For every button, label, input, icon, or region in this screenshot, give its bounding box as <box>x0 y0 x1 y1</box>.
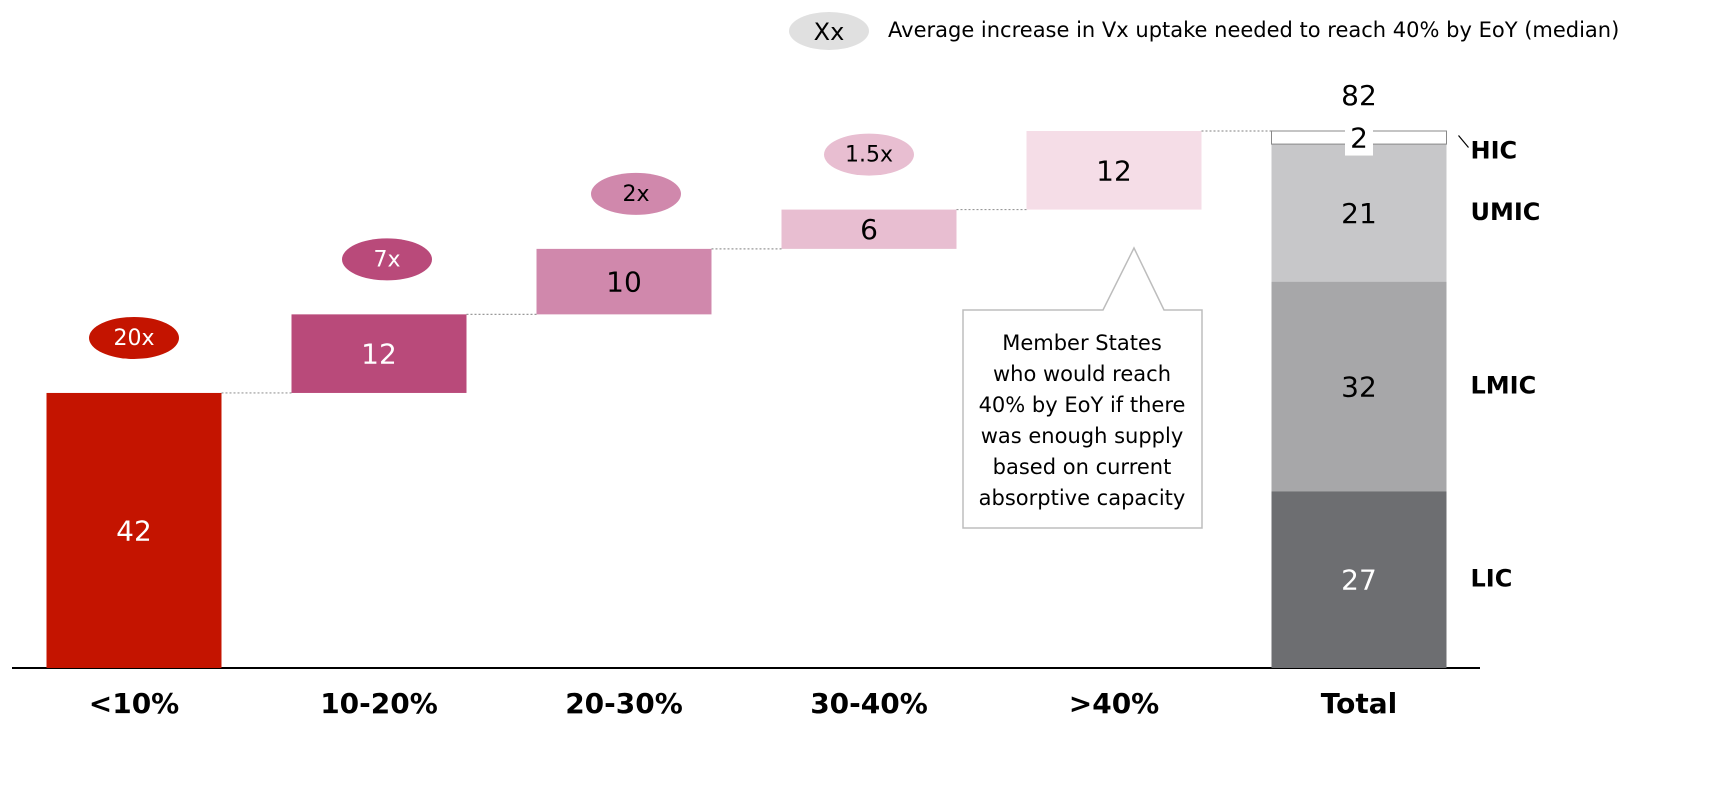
segment-name: UMIC <box>1471 198 1541 226</box>
segment-label: 27 <box>1341 564 1377 597</box>
total-segment <box>1271 281 1447 492</box>
legend-text: Average increase in Vx uptake needed to … <box>888 18 1619 42</box>
value-label: 12 <box>1096 154 1132 187</box>
multiplier-label: 2x <box>622 182 649 207</box>
value-label: 12 <box>361 338 397 371</box>
bar <box>291 314 467 393</box>
leader <box>1458 135 1469 148</box>
multiplier-bubble <box>342 238 432 281</box>
callout-line: 40% by EoY if there <box>979 393 1186 417</box>
x-tick-label: Total <box>1321 687 1398 720</box>
segment-name: LIC <box>1471 565 1513 593</box>
callout-line: was enough supply <box>981 424 1184 448</box>
value-label: 10 <box>606 266 642 299</box>
bar <box>536 248 712 315</box>
callout-line: Member States <box>1002 331 1162 355</box>
x-tick-label: >40% <box>1069 687 1159 720</box>
multiplier-label: 1.5x <box>845 143 893 168</box>
multiplier-label: 20x <box>113 326 154 351</box>
segment-label-box <box>1345 125 1373 156</box>
callout-box <box>962 246 1203 529</box>
legend-symbol-text: Xx <box>814 18 845 46</box>
x-tick-label: 30-40% <box>810 687 928 720</box>
segment-label: 21 <box>1341 197 1377 230</box>
multiplier-bubble <box>591 172 681 215</box>
callout-line: absorptive capacity <box>979 486 1186 510</box>
total-segment <box>1271 491 1447 668</box>
value-label: 42 <box>116 514 152 547</box>
bar <box>1026 131 1202 210</box>
segment-name: HIC <box>1471 137 1518 165</box>
multiplier-label: 7x <box>373 247 400 272</box>
x-tick-label: 10-20% <box>320 687 438 720</box>
multiplier-bubble <box>824 133 914 176</box>
value-label: 6 <box>860 213 878 246</box>
x-tick-label: 20-30% <box>565 687 683 720</box>
total-segment <box>1271 144 1447 282</box>
multiplier-bubble <box>89 316 179 359</box>
bar <box>781 209 957 249</box>
callout-line: based on current <box>993 455 1172 479</box>
segment-label: 32 <box>1341 370 1377 403</box>
bar <box>46 392 222 668</box>
segment-label: 2 <box>1350 122 1368 155</box>
legend-symbol <box>789 12 869 50</box>
segment-name: LMIC <box>1471 371 1537 399</box>
x-tick-label: <10% <box>89 687 179 720</box>
callout-line: who would reach <box>993 362 1171 386</box>
total-value: 82 <box>1341 79 1377 112</box>
